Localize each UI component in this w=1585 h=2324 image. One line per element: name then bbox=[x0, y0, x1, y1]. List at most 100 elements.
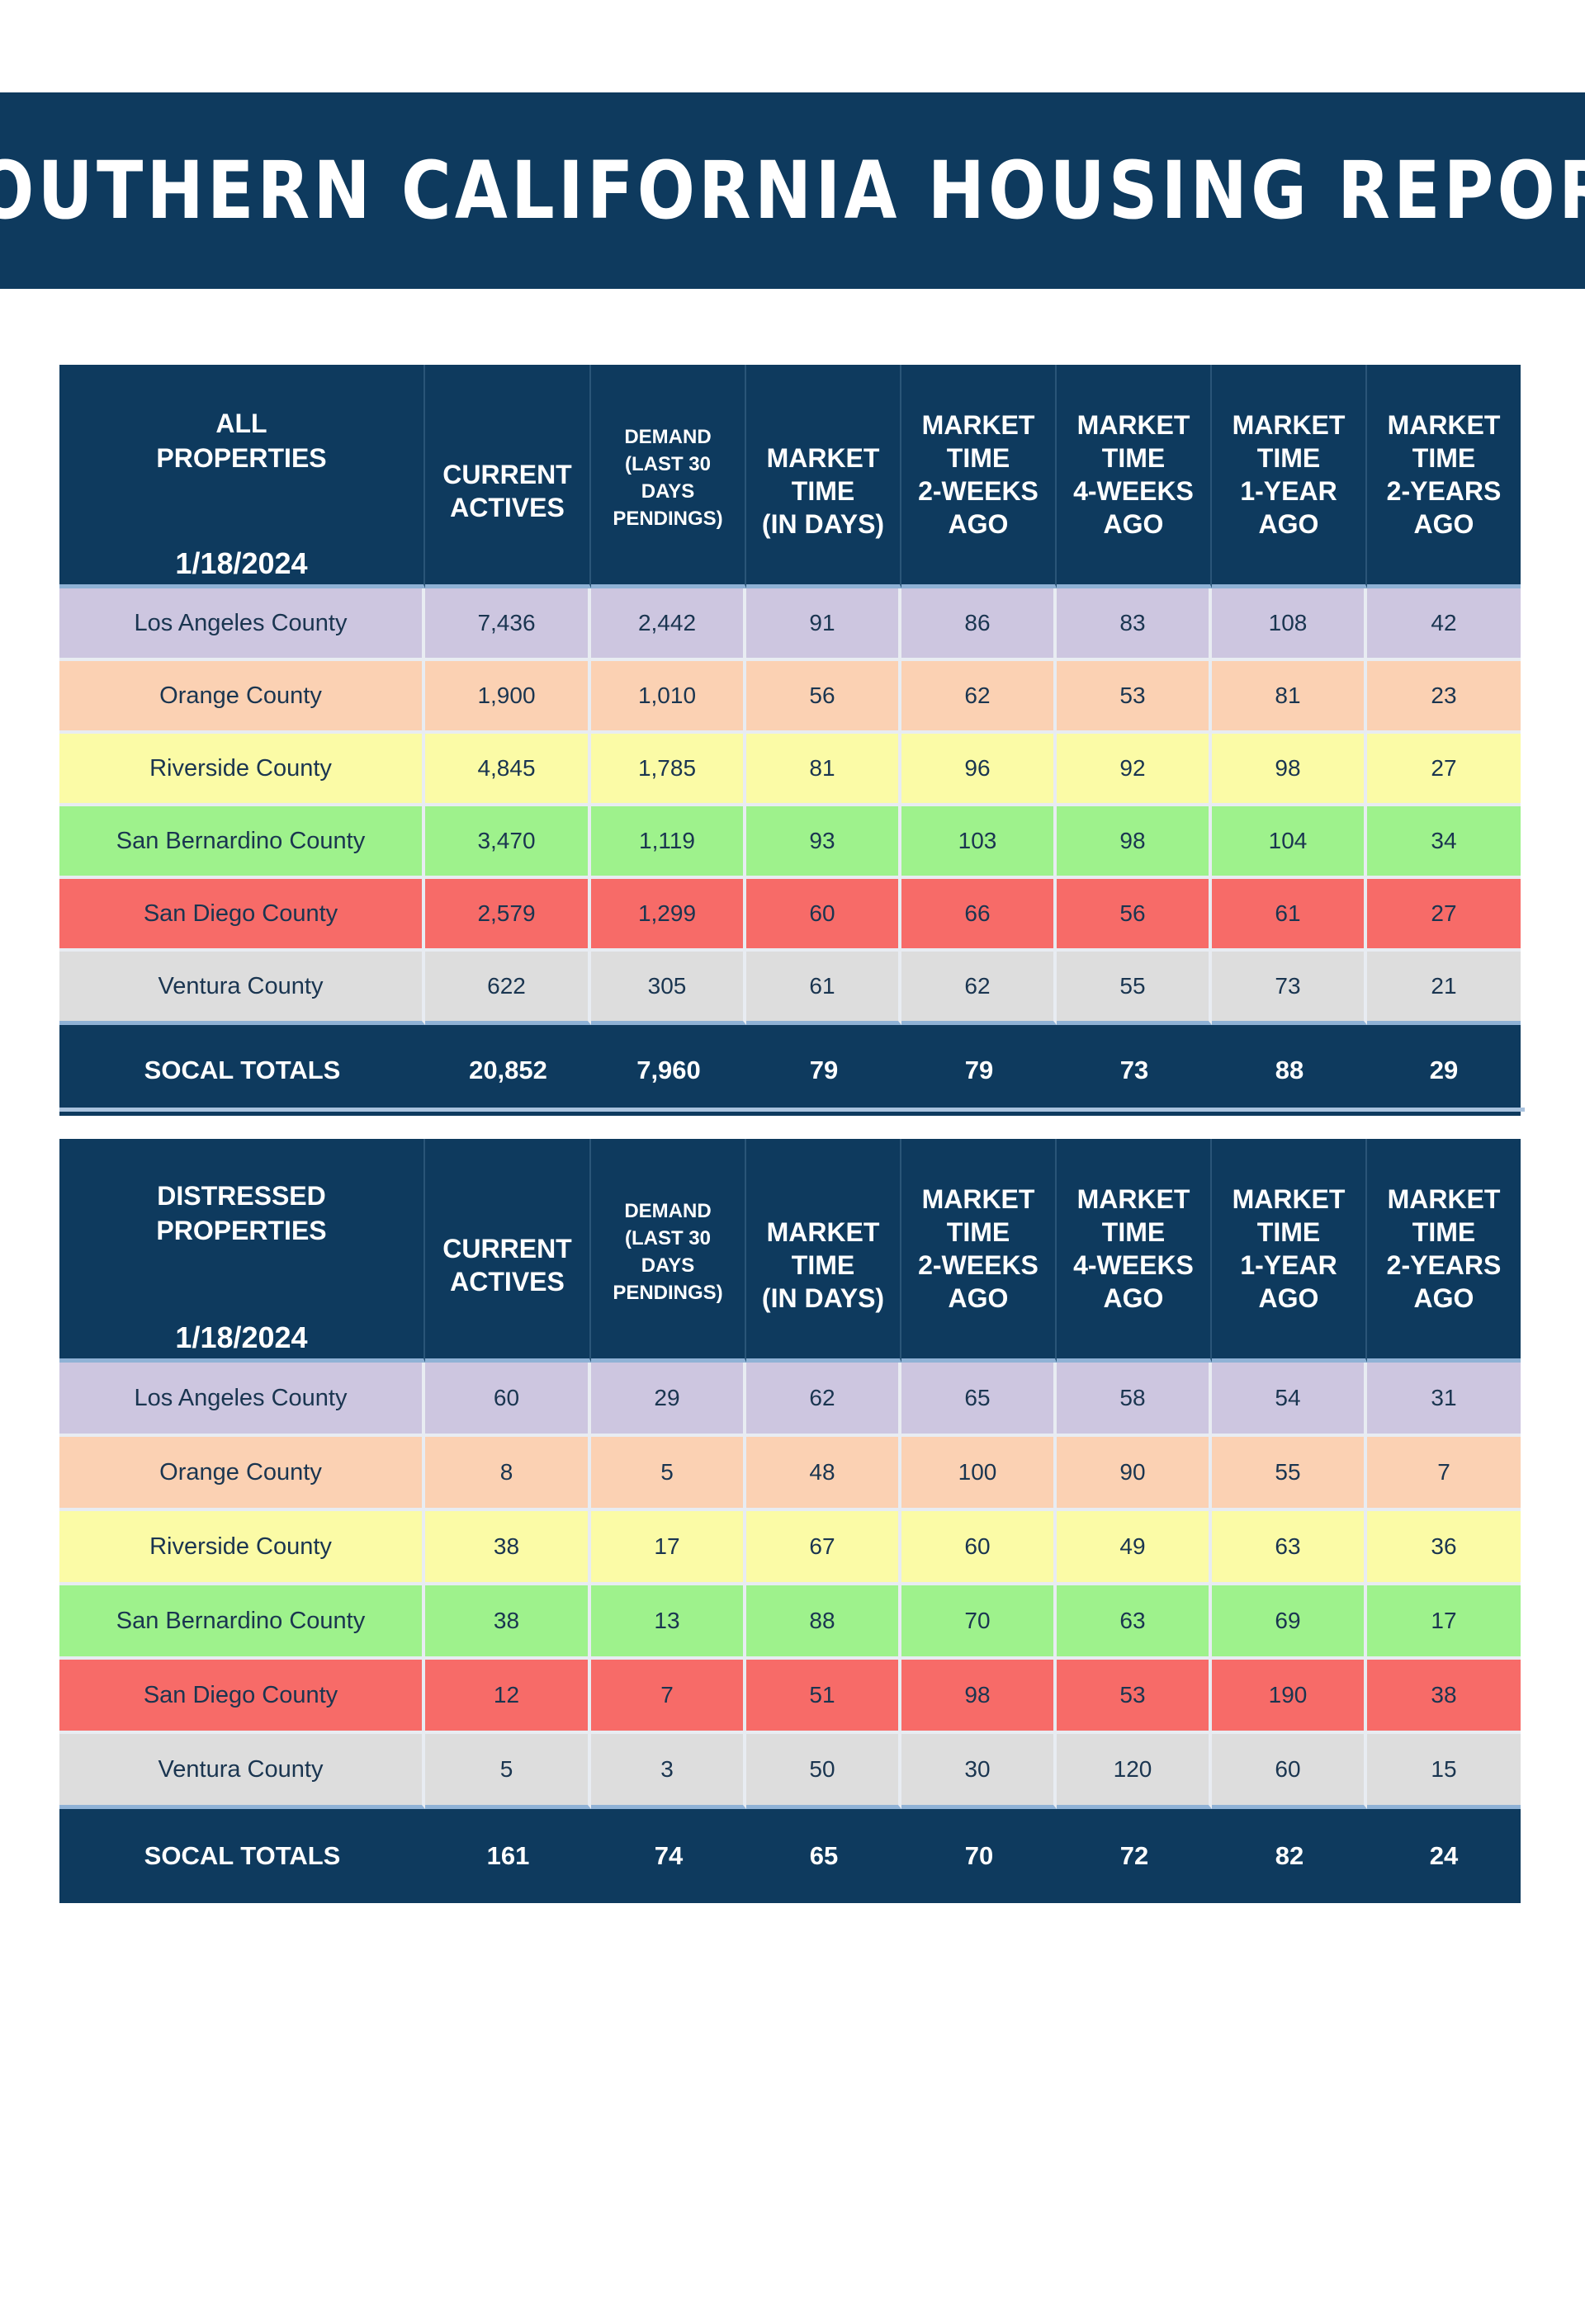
table-cell: 305 bbox=[591, 952, 746, 1025]
county-name: Los Angeles County bbox=[59, 588, 425, 661]
table-cell: 55 bbox=[1057, 952, 1212, 1025]
column-header-line: 2-WEEKS bbox=[918, 1250, 1039, 1280]
table-heading-line: DISTRESSED bbox=[157, 1181, 326, 1211]
column-header-line: MARKET bbox=[1387, 410, 1501, 440]
totals-cell: 161 bbox=[425, 1809, 591, 1903]
county-name: Riverside County bbox=[59, 734, 425, 806]
table-cell: 27 bbox=[1367, 734, 1521, 806]
table-cell: 66 bbox=[901, 879, 1057, 952]
column-header-line: AGO bbox=[1258, 1283, 1319, 1313]
column-header-line: MARKET bbox=[921, 410, 1035, 440]
table-cell: 8 bbox=[425, 1437, 591, 1511]
totals-cell: 24 bbox=[1367, 1809, 1521, 1903]
table-cell: 29 bbox=[591, 1363, 746, 1437]
table-cell: 50 bbox=[746, 1734, 901, 1809]
all-properties-table: ALL PROPERTIES 1/18/2024 CURRENT ACTIVES DEMA… bbox=[59, 365, 1521, 1116]
column-header-line: MARKET bbox=[1232, 1184, 1346, 1214]
column-header-line: TIME bbox=[946, 443, 1010, 473]
column-header: CURRENT ACTIVES bbox=[425, 365, 591, 588]
totals-label: SOCAL TOTALS bbox=[59, 1025, 425, 1116]
distressed-properties-table: DISTRESSED PROPERTIES 1/18/2024 CURRENT ACTI… bbox=[59, 1139, 1521, 1903]
column-header: MARKET TIME 4-WEEKS AGO bbox=[1057, 1139, 1212, 1363]
column-header-line: DEMAND bbox=[624, 426, 712, 448]
column-header: MARKET TIME 2-WEEKS AGO bbox=[901, 365, 1057, 588]
table-cell: 81 bbox=[1212, 661, 1367, 734]
column-header-line: DAYS bbox=[641, 480, 695, 503]
table-cell: 54 bbox=[1212, 1363, 1367, 1437]
header-row: DISTRESSED PROPERTIES 1/18/2024 CURRENT ACTI… bbox=[59, 1139, 1521, 1363]
table-cell: 13 bbox=[591, 1585, 746, 1660]
county-name: Orange County bbox=[59, 661, 425, 734]
table-cell: 60 bbox=[901, 1511, 1057, 1585]
table-cell: 3,470 bbox=[425, 806, 591, 879]
column-header-line: 2-WEEKS bbox=[918, 476, 1039, 506]
table-cell: 62 bbox=[901, 952, 1057, 1025]
report-banner: SOUTHERN CALIFORNIA HOUSING REPORT bbox=[0, 92, 1585, 289]
totals-cell: 79 bbox=[901, 1025, 1057, 1116]
table-cell: 190 bbox=[1212, 1660, 1367, 1734]
column-header-line: DEMAND bbox=[624, 1200, 712, 1222]
column-header: MARKET TIME (IN DAYS) bbox=[746, 365, 901, 588]
column-header-line: MARKET bbox=[921, 1184, 1035, 1214]
table-cell: 62 bbox=[746, 1363, 901, 1437]
table-cell: 120 bbox=[1057, 1734, 1212, 1809]
column-header-line: (IN DAYS) bbox=[761, 1283, 885, 1313]
totals-cell: 79 bbox=[746, 1025, 901, 1116]
county-name: San Diego County bbox=[59, 879, 425, 952]
table-cell: 34 bbox=[1367, 806, 1521, 879]
totals-cell: 20,852 bbox=[425, 1025, 591, 1116]
table-heading-line: ALL bbox=[215, 409, 267, 438]
column-header-line: (LAST 30 bbox=[624, 453, 711, 475]
table-cell: 30 bbox=[901, 1734, 1057, 1809]
totals-cell: 73 bbox=[1057, 1025, 1212, 1116]
table-heading-cell: DISTRESSED PROPERTIES 1/18/2024 bbox=[59, 1139, 425, 1363]
table-cell: 98 bbox=[901, 1660, 1057, 1734]
county-name: Ventura County bbox=[59, 952, 425, 1025]
table-row: Riverside County 38 17 67 60 49 63 36 bbox=[59, 1511, 1521, 1585]
table-row: San Diego County 12 7 51 98 53 190 38 bbox=[59, 1660, 1521, 1734]
table-row: Ventura County 622 305 61 62 55 73 21 bbox=[59, 952, 1521, 1025]
column-header: DEMAND (LAST 30 DAYS PENDINGS) bbox=[591, 1139, 746, 1363]
table-cell: 49 bbox=[1057, 1511, 1212, 1585]
column-header: CURRENT ACTIVES bbox=[425, 1139, 591, 1363]
column-header-line: AGO bbox=[1413, 1283, 1474, 1313]
table-cell: 67 bbox=[746, 1511, 901, 1585]
column-header-line: (IN DAYS) bbox=[761, 509, 885, 539]
table-cell: 1,119 bbox=[591, 806, 746, 879]
table-cell: 92 bbox=[1057, 734, 1212, 806]
column-header: MARKET TIME 2-WEEKS AGO bbox=[901, 1139, 1057, 1363]
totals-cell: 65 bbox=[746, 1809, 901, 1903]
table-cell: 7,436 bbox=[425, 588, 591, 661]
table-cell: 98 bbox=[1212, 734, 1367, 806]
report-date: 1/18/2024 bbox=[175, 1320, 308, 1354]
column-header-line: MARKET bbox=[766, 443, 880, 473]
table-heading-cell: ALL PROPERTIES 1/18/2024 bbox=[59, 365, 425, 588]
column-header-line: TIME bbox=[1412, 1217, 1476, 1247]
table-cell: 58 bbox=[1057, 1363, 1212, 1437]
totals-cell: 82 bbox=[1212, 1809, 1367, 1903]
table-cell: 53 bbox=[1057, 661, 1212, 734]
column-header-line: DAYS bbox=[641, 1254, 695, 1277]
column-header-line: AGO bbox=[1258, 509, 1319, 539]
column-header-line: AGO bbox=[948, 1283, 1009, 1313]
column-header-line: AGO bbox=[1413, 509, 1474, 539]
header-row: ALL PROPERTIES 1/18/2024 CURRENT ACTIVES DEMA… bbox=[59, 365, 1521, 588]
table-row: San Bernardino County 38 13 88 70 63 69 17 bbox=[59, 1585, 1521, 1660]
table-cell: 38 bbox=[1367, 1660, 1521, 1734]
table-cell: 48 bbox=[746, 1437, 901, 1511]
table-cell: 7 bbox=[1367, 1437, 1521, 1511]
column-header-line: MARKET bbox=[1232, 410, 1346, 440]
table-heading: DISTRESSED PROPERTIES bbox=[59, 1179, 423, 1248]
table-cell: 60 bbox=[1212, 1734, 1367, 1809]
table-cell: 2,579 bbox=[425, 879, 591, 952]
section-divider bbox=[59, 1108, 1525, 1112]
county-name: San Bernardino County bbox=[59, 806, 425, 879]
totals-row: SOCAL TOTALS 20,852 7,960 79 79 73 88 29 bbox=[59, 1025, 1521, 1116]
table-row: Los Angeles County 7,436 2,442 91 86 83 108 42 bbox=[59, 588, 1521, 661]
column-header: MARKET TIME 2-YEARS AGO bbox=[1367, 365, 1521, 588]
table-cell: 81 bbox=[746, 734, 901, 806]
table-heading: ALL PROPERTIES bbox=[59, 406, 423, 475]
column-header-line: TIME bbox=[791, 1250, 855, 1280]
totals-label: SOCAL TOTALS bbox=[59, 1809, 425, 1903]
column-header-line: TIME bbox=[1256, 1217, 1321, 1247]
